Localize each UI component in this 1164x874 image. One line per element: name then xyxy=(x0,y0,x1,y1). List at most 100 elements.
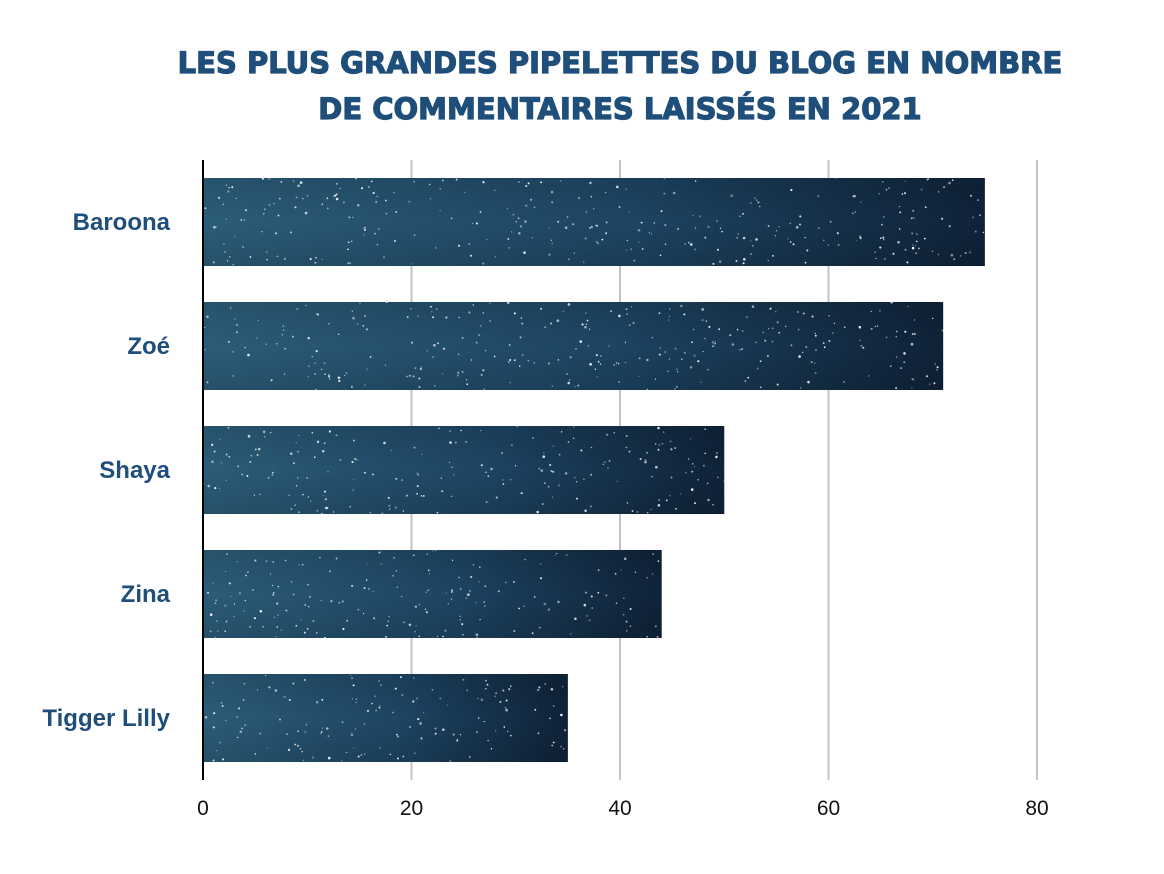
bar-star xyxy=(242,246,244,248)
bar-star xyxy=(209,630,212,633)
bar-star xyxy=(651,475,653,478)
bar-star xyxy=(689,365,693,369)
bar-star xyxy=(272,561,275,563)
bar-star xyxy=(681,358,683,361)
bar-star xyxy=(559,454,561,456)
bar-star xyxy=(225,620,228,623)
bar-star xyxy=(265,560,268,563)
bar-star xyxy=(878,193,880,195)
bar-star xyxy=(228,582,231,585)
bar-star xyxy=(670,476,673,479)
bar-star xyxy=(299,181,303,184)
bar-star xyxy=(443,347,446,350)
bar-star xyxy=(663,177,666,180)
bar-star xyxy=(694,502,696,505)
bar-star xyxy=(271,471,274,474)
bar-star xyxy=(449,760,452,762)
bar-star xyxy=(941,329,944,332)
bar-star xyxy=(469,590,471,592)
bar-star xyxy=(338,333,340,335)
bar-star xyxy=(568,258,570,260)
bar-star xyxy=(412,677,415,679)
bar-star xyxy=(219,438,221,441)
bar-star xyxy=(548,227,550,229)
bar-star xyxy=(244,599,246,602)
bar-star xyxy=(616,480,618,483)
bar-star xyxy=(315,256,317,259)
bar-star xyxy=(690,488,694,491)
bar-star xyxy=(270,379,273,382)
bar-star xyxy=(302,197,304,200)
bar-star xyxy=(657,448,660,451)
bar-star xyxy=(661,443,664,445)
bar-star xyxy=(511,444,513,446)
bar-star xyxy=(527,182,530,185)
bar-star xyxy=(629,625,632,627)
bar-star xyxy=(712,262,715,265)
bar-star xyxy=(470,575,473,579)
bar-star xyxy=(452,733,455,736)
bars xyxy=(201,177,985,762)
bar-star xyxy=(583,261,585,263)
bar-star xyxy=(769,307,772,310)
bar-star xyxy=(712,503,714,506)
bar-star xyxy=(236,560,238,563)
bar-star xyxy=(414,605,417,608)
bar-star xyxy=(372,590,374,593)
bar-star xyxy=(451,466,453,468)
bar-star xyxy=(400,595,403,598)
bar-star xyxy=(457,371,460,374)
bar-star xyxy=(586,319,589,322)
bar-star xyxy=(556,552,558,555)
bar-star xyxy=(436,635,438,637)
bar-star xyxy=(943,186,946,189)
bar-star xyxy=(300,619,302,621)
bar-star xyxy=(472,564,474,566)
bar-star xyxy=(521,354,524,356)
bar-star xyxy=(658,312,661,315)
bar-star xyxy=(879,237,882,240)
bar-star xyxy=(680,304,683,308)
bar-star xyxy=(266,258,268,261)
bar-star xyxy=(731,343,735,346)
bar-star xyxy=(683,351,686,354)
bar-star xyxy=(605,232,608,235)
bar-star xyxy=(509,358,512,362)
bar-star xyxy=(402,510,405,512)
bar-star xyxy=(304,211,308,215)
bar-star xyxy=(697,360,700,363)
bar-star xyxy=(672,191,676,195)
bar-star xyxy=(237,465,240,468)
bar-star xyxy=(207,591,209,594)
bar-star xyxy=(386,624,389,627)
bar-star xyxy=(495,692,497,694)
bar-star xyxy=(224,630,227,633)
bar-star xyxy=(414,752,416,754)
bar-star xyxy=(205,716,208,719)
bar-star xyxy=(883,257,886,260)
bar-star xyxy=(341,600,344,603)
bar-star xyxy=(544,326,547,329)
bar-star xyxy=(230,595,232,598)
bar-star xyxy=(367,186,370,188)
bar-star xyxy=(296,307,299,310)
bar-star xyxy=(378,228,380,230)
bar-star xyxy=(538,686,541,689)
bar-star xyxy=(321,203,324,205)
category-label: Shaya xyxy=(99,457,170,484)
bar-star xyxy=(859,201,862,204)
bar-star xyxy=(298,511,300,514)
bar-star xyxy=(554,554,556,556)
bar-star xyxy=(584,312,587,315)
bar-star xyxy=(298,434,300,437)
bar-star xyxy=(338,601,341,604)
bar-star xyxy=(858,325,862,329)
bar-star xyxy=(539,563,542,565)
bar-star xyxy=(482,181,485,184)
bar-star xyxy=(690,243,693,246)
bar-star xyxy=(903,361,906,364)
bar-star xyxy=(658,498,661,502)
bar-star xyxy=(948,181,951,185)
bar-star xyxy=(371,702,373,705)
bar-star xyxy=(307,375,310,378)
